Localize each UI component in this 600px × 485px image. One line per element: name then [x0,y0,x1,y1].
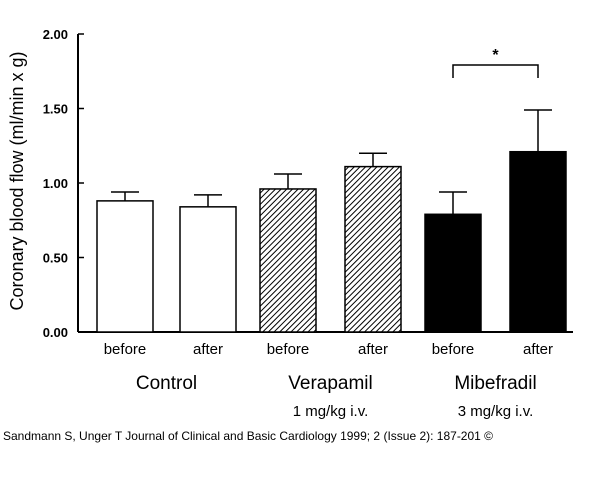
y-tick-label: 2.00 [43,27,68,42]
x-tick-label: after [193,341,223,358]
significance-star: * [492,47,499,64]
significance-bracket [452,64,539,78]
y-tick-label: 1.00 [43,176,68,191]
x-tick-label: after [523,341,553,358]
bar [344,165,402,333]
bar [96,200,154,333]
citation: Sandmann S, Unger T Journal of Clinical … [3,429,494,443]
group-label: Verapamil [288,373,373,394]
y-tick-label: 0.00 [43,325,68,340]
y-tick-label: 0.50 [43,251,68,266]
group-label: Mibefradil [454,373,536,394]
x-tick-label: before [267,341,310,358]
group-dose-label: 3 mg/kg i.v. [458,403,534,420]
bar [509,150,567,333]
bar [259,188,317,333]
y-tick-label: 1.50 [43,102,68,117]
x-tick-label: before [432,341,475,358]
y-axis-label: Coronary blood flow (ml/min x g) [7,51,27,310]
x-tick-label: after [358,341,388,358]
bar [179,206,237,333]
x-tick-label: before [104,341,147,358]
group-dose-label: 1 mg/kg i.v. [293,403,369,420]
group-label: Control [136,373,197,394]
bar [424,213,482,333]
